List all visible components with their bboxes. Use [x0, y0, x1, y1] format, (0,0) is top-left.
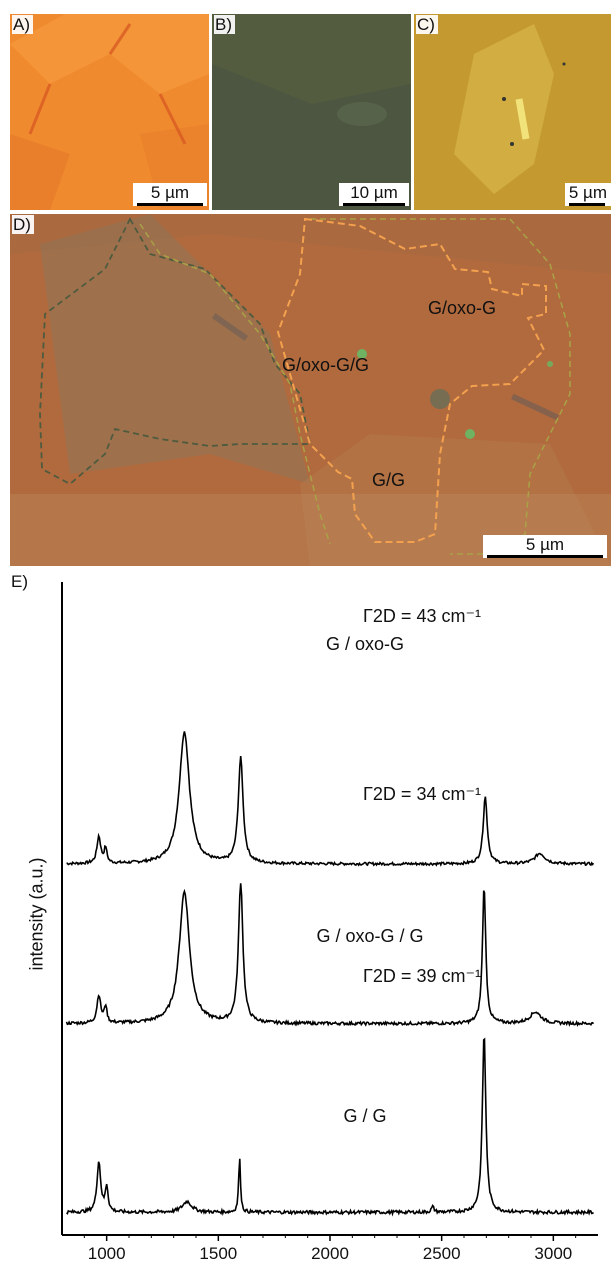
panel-b-micrograph [212, 14, 411, 210]
spectrum-line-2 [66, 1037, 594, 1217]
y-axis-label: intensity (a.u.) [26, 857, 47, 971]
x-tick-label-2500: 2500 [423, 1244, 461, 1263]
outline-orange-flake [276, 217, 547, 543]
panel-d-scalebar: 5 µm [483, 535, 607, 558]
series-label-0: G / oxo-G [326, 634, 404, 654]
panel-b-scalebar: 10 µm [339, 183, 409, 206]
x-tick-label-1000: 1000 [88, 1244, 126, 1263]
raman-chart: 10001500200025003000Raman shift (cm⁻¹)G … [61, 582, 598, 1263]
panel-a-scale-text: 5 µm [150, 183, 190, 202]
gamma-annotation-1: Γ2D = 34 cm⁻¹ [363, 784, 481, 804]
panel-b: B) 10 µm [212, 14, 411, 210]
panel-c: C) 5 µm [414, 14, 611, 210]
x-tick-label-3000: 3000 [534, 1244, 572, 1263]
panel-e-label: E) [11, 572, 28, 591]
series-label-1: G / oxo-G / G [316, 926, 423, 946]
spectrum-line-0 [66, 731, 595, 867]
panel-d-micrograph [10, 214, 611, 566]
panel-c-scalebar: 5 µm [564, 183, 611, 206]
panel-b-label: B) [214, 15, 235, 34]
gamma-annotation-2: Γ2D = 39 cm⁻¹ [363, 966, 481, 986]
gamma-annotation-0: Γ2D = 43 cm⁻¹ [363, 606, 481, 626]
panel-c-label: C) [416, 15, 438, 34]
panel-e: E) 10001500200025003000Raman shift (cm⁻¹… [0, 570, 611, 1269]
panel-d: D) G/oxo-G G/oxo-G/G G/G 5 µm [10, 214, 611, 566]
region-label-g-g: G/G [372, 470, 406, 490]
panel-c-micrograph [414, 14, 611, 210]
panel-c-scale-text: 5 µm [568, 183, 607, 202]
panel-a-scalebar: 5 µm [133, 183, 207, 206]
panel-a-micrograph [10, 14, 209, 210]
x-tick-label-2000: 2000 [311, 1244, 349, 1263]
panel-d-scale-text: 5 µm [525, 535, 565, 554]
region-label-g-oxo-g: G/oxo-G [428, 298, 497, 318]
x-tick-label-1500: 1500 [199, 1244, 237, 1263]
panel-a: A) 5 µm [10, 14, 209, 210]
panel-b-scale-text: 10 µm [350, 183, 398, 202]
panel-d-label: D) [12, 215, 34, 234]
outline-green-flake [39, 217, 312, 486]
spectrum-line-1 [65, 883, 595, 1027]
region-label-g-oxo-g-g: G/oxo-G/G [282, 355, 370, 375]
series-label-2: G / G [343, 1106, 386, 1126]
panel-a-label: A) [12, 15, 33, 34]
